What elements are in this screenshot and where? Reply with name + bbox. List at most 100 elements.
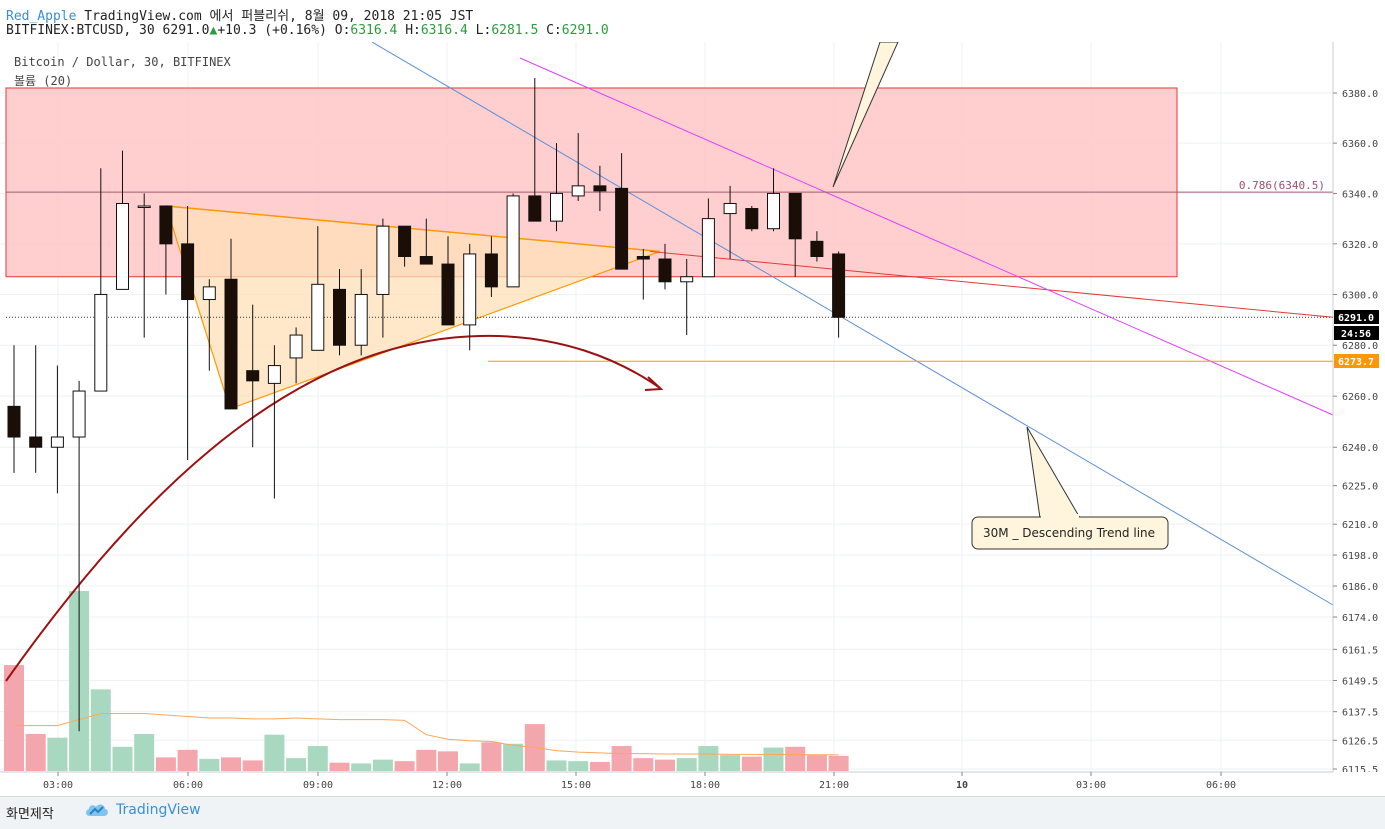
volume-bar (134, 733, 155, 771)
price-label-text: 24:56 (1341, 329, 1371, 340)
volume-bar (763, 747, 784, 771)
candle-body (528, 195, 542, 222)
arc-arrowhead (644, 376, 664, 391)
candle-body (267, 365, 281, 384)
candle-body (246, 370, 260, 382)
chart-header: Red_Apple TradingView.com 에서 퍼블리쉬, 8월 09… (0, 0, 1385, 42)
cloud-icon (86, 804, 108, 816)
callout-join (1041, 514, 1079, 520)
candle-body (593, 185, 607, 192)
candle-body (832, 253, 846, 318)
price-label-box (1334, 326, 1379, 340)
tradingview-brand[interactable]: TradingView (84, 802, 201, 818)
high-value: 6316.4 (420, 23, 468, 38)
candle-body (810, 240, 824, 257)
volume-bar (4, 665, 24, 771)
symbol-line: BITFINEX:BTCUSD, 30 6291.0▲+10.3 (+0.16%… (6, 23, 609, 38)
open-value: 6316.4 (350, 23, 398, 38)
volume-bar (503, 743, 524, 771)
candle-body (658, 258, 672, 283)
high-label: H: (405, 23, 421, 38)
candle-body (311, 283, 325, 351)
time-tick-label: 06:00 (173, 780, 203, 791)
close-value: 6291.0 (561, 23, 609, 38)
volume-bar (264, 734, 285, 771)
candle-body (571, 185, 585, 197)
last-price: 6291.0 (162, 23, 210, 38)
candle-body (398, 225, 412, 257)
price-tick-label: 6174.0 (1342, 613, 1378, 624)
price-tick-label: 6225.0 (1342, 482, 1378, 493)
time-tick-label: 18:00 (690, 780, 720, 791)
red-trend-line (649, 250, 1334, 318)
volume-bar (177, 749, 198, 771)
publish-line: Red_Apple TradingView.com 에서 퍼블리쉬, 8월 09… (6, 5, 473, 24)
time-tick-label: 12:00 (432, 780, 462, 791)
candle-body (50, 436, 64, 448)
open-label: O: (334, 23, 351, 38)
price-tick-label: 6320.0 (1342, 240, 1378, 251)
price-chart[interactable]: 30M _ Descending Trend line 0.786(6340.5)… (0, 42, 1385, 796)
time-axis[interactable]: 03:00 06:00 09:00 12:00 15:00 18:00 21:00 10 03:… (43, 772, 1236, 791)
blue-descending-line (371, 42, 1334, 606)
low-value: 6281.5 (491, 23, 539, 38)
footer-bar: 화면제작 TradingView (0, 796, 1385, 829)
candle-body (615, 187, 629, 270)
volume-bar (785, 746, 806, 771)
volume-bar (416, 749, 437, 771)
candle-body (723, 202, 737, 215)
candle-body (767, 192, 780, 230)
candle-body (289, 334, 303, 359)
volume-bar (329, 762, 350, 771)
candle-body (376, 225, 390, 295)
low-label: L: (475, 23, 492, 38)
candle-body (701, 218, 715, 278)
candle-body (788, 192, 802, 240)
time-tick-label: 03:00 (1076, 780, 1106, 791)
time-tick-label: 21:00 (819, 780, 849, 791)
time-tick-label: 06:00 (1206, 780, 1236, 791)
price-tick-label: 6300.0 (1342, 290, 1378, 301)
arc-path (5, 334, 661, 682)
candle-body (7, 405, 21, 438)
volume-bar (372, 759, 393, 771)
candle-body (224, 278, 238, 410)
candles (7, 77, 846, 732)
volume-bar (633, 758, 654, 771)
volume-bar (611, 746, 632, 771)
price-tick-label: 6260.0 (1342, 392, 1378, 403)
price-label-box (1334, 310, 1379, 324)
volume-bar (199, 758, 220, 771)
price-label-text: 6291.0 (1338, 313, 1374, 324)
candle-body (137, 205, 151, 209)
trend-lines (5, 42, 1334, 682)
volume-bar (676, 758, 697, 771)
volume-bar (307, 746, 328, 771)
candle-body (29, 436, 43, 448)
close-label: C: (546, 23, 562, 38)
candle-body (636, 255, 650, 260)
price-tick-label: 6115.5 (1342, 765, 1378, 776)
candle-body (550, 192, 563, 222)
volume-bar (242, 760, 263, 771)
candle-body (116, 202, 129, 290)
candle-body (463, 253, 477, 326)
candle-body (745, 208, 759, 230)
publish-text: TradingView.com 에서 퍼블리쉬, 8월 09, 2018 21:… (84, 9, 474, 24)
author-link[interactable]: Red_Apple (6, 9, 77, 24)
candle-body (159, 205, 173, 245)
price-tick-label: 6280.0 (1342, 341, 1378, 352)
price-tick-label: 6210.0 (1342, 520, 1378, 531)
candle-body (72, 390, 86, 438)
candle-body (354, 293, 368, 346)
up-arrow-icon: ▲ (209, 23, 218, 38)
candle-body (484, 253, 498, 288)
change-value: +10.3 (+0.16%) (217, 23, 327, 38)
price-axis[interactable]: 6380.0 6360.0 6340.0 6320.0 6300.0 6280.0 6260… (1333, 89, 1378, 776)
price-label-text: 6273.7 (1338, 357, 1374, 368)
volume-bar (112, 746, 133, 771)
volume-bar (589, 761, 610, 771)
triangle-top-line (165, 205, 661, 253)
volume-bar (47, 737, 68, 771)
time-tick-label: 03:00 (43, 780, 73, 791)
